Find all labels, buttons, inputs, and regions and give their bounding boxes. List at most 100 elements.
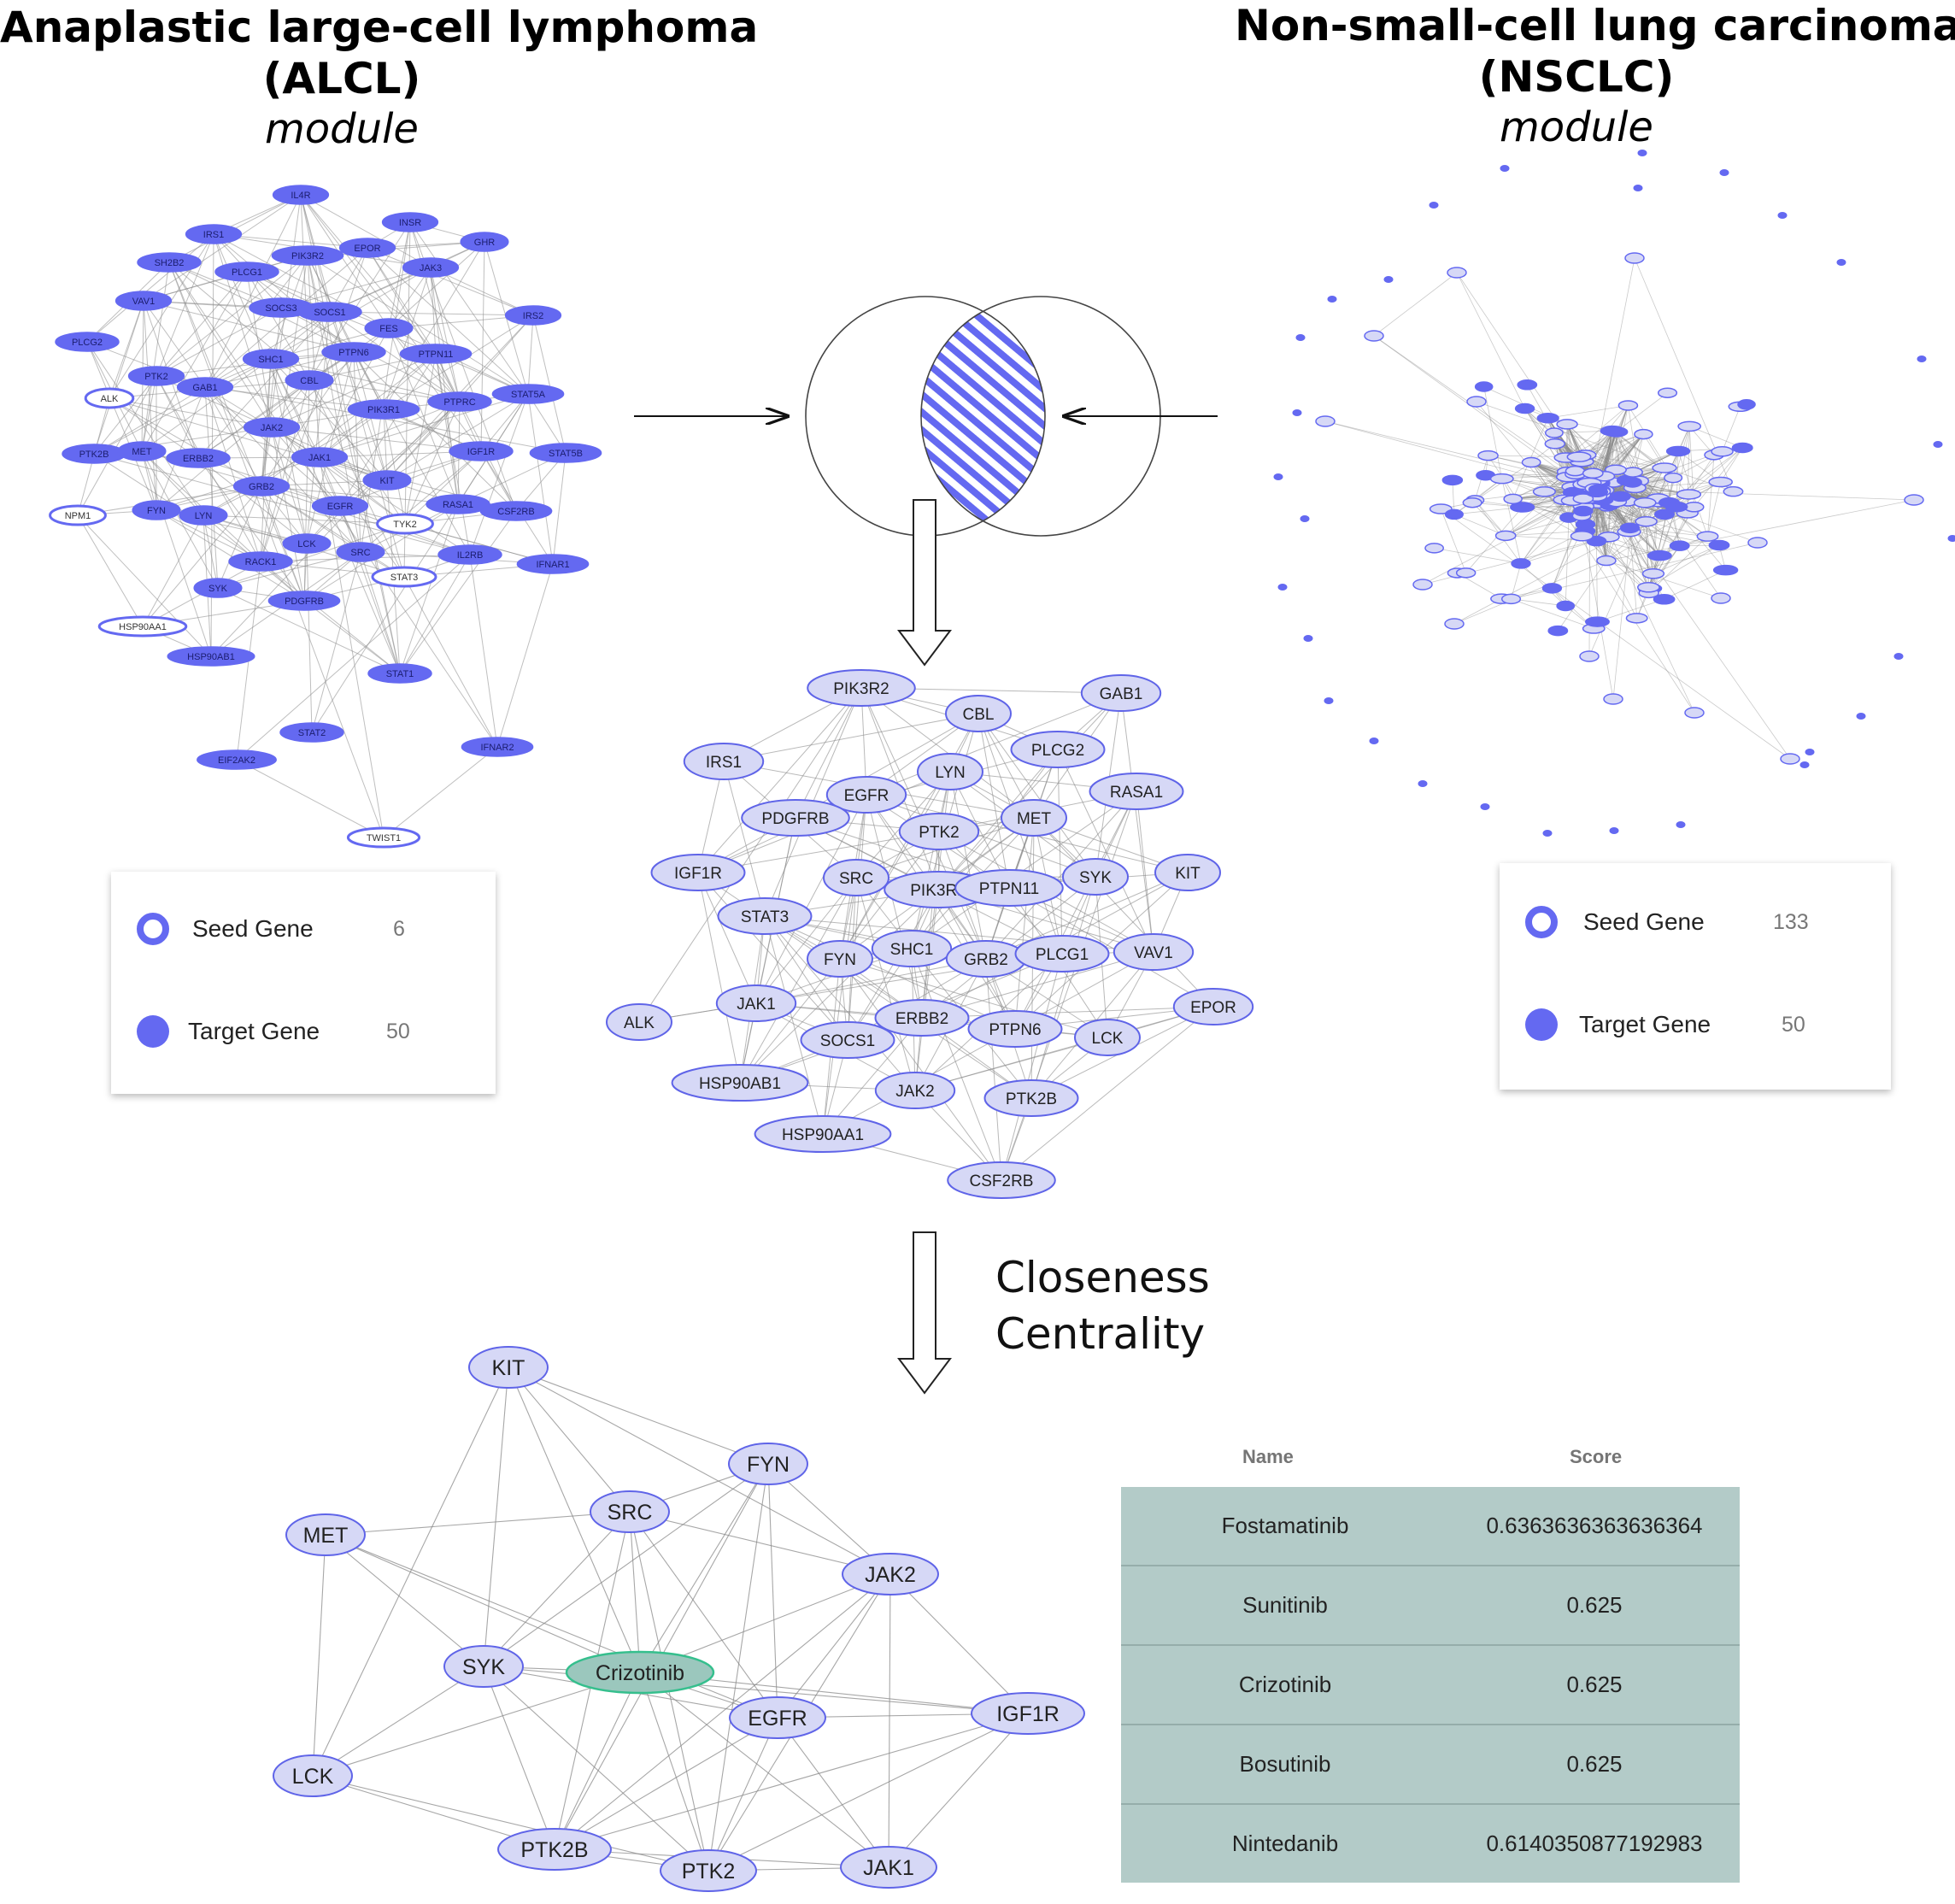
nsclc-node[interactable] — [1544, 438, 1565, 450]
nsclc-node[interactable] — [1477, 450, 1499, 461]
table-row[interactable]: Crizotinib 0.625 — [1121, 1646, 1740, 1725]
nsclc-isolated-node[interactable] — [1300, 515, 1310, 522]
alcl-node-jak3[interactable]: JAK3 — [402, 257, 460, 278]
nsclc-isolated-node[interactable] — [1324, 697, 1334, 704]
nsclc-node[interactable] — [1588, 484, 1608, 496]
nsclc-node[interactable] — [1556, 600, 1576, 612]
nsclc-node[interactable] — [1747, 537, 1768, 549]
nsclc-isolated-node[interactable] — [1947, 535, 1955, 542]
mid-node-src[interactable]: SRC — [823, 859, 889, 896]
nsclc-node[interactable] — [1610, 491, 1631, 502]
nsclc-node[interactable] — [1556, 419, 1578, 430]
nsclc-node[interactable] — [1521, 456, 1541, 468]
mid-node-ptk2b[interactable]: PTK2B — [983, 1079, 1079, 1117]
mid-node-rasa1[interactable]: RASA1 — [1089, 773, 1184, 810]
drug-net-node-src[interactable]: SRC — [590, 1490, 670, 1533]
drug-net-node-egfr[interactable]: EGFR — [729, 1696, 826, 1739]
alcl-node-kit[interactable]: KIT — [362, 470, 412, 491]
mid-node-lck[interactable]: LCK — [1074, 1019, 1141, 1056]
alcl-node-stat5b[interactable]: STAT5B — [529, 443, 602, 463]
nsclc-node[interactable] — [1657, 387, 1678, 398]
nsclc-node[interactable] — [1494, 530, 1517, 542]
nsclc-node[interactable] — [1570, 531, 1594, 542]
nsclc-node[interactable] — [1572, 493, 1594, 504]
nsclc-node[interactable] — [1547, 625, 1569, 637]
nsclc-isolated-node[interactable] — [1609, 827, 1619, 834]
nsclc-node[interactable] — [1603, 693, 1623, 705]
nsclc-node[interactable] — [1780, 753, 1800, 765]
alcl-node-jak1[interactable]: JAK1 — [291, 447, 349, 467]
mid-node-hsp90aa1[interactable]: HSP90AA1 — [754, 1115, 892, 1153]
alcl-node-shc1[interactable]: SHC1 — [242, 349, 300, 369]
alcl-node-plcg2[interactable]: PLCG2 — [55, 332, 120, 352]
alcl-node-twist1[interactable]: TWIST1 — [346, 826, 421, 849]
nsclc-node[interactable] — [1596, 555, 1617, 567]
nsclc-node[interactable] — [1625, 613, 1648, 624]
alcl-node-stat2[interactable]: STAT2 — [279, 722, 344, 743]
alcl-node-ptk2b[interactable]: PTK2B — [62, 444, 126, 464]
nsclc-node[interactable] — [1503, 493, 1523, 505]
mid-node-plcg2[interactable]: PLCG2 — [1010, 731, 1106, 768]
nsclc-isolated-node[interactable] — [1799, 761, 1810, 768]
drug-net-node-met[interactable]: MET — [285, 1513, 366, 1556]
nsclc-node[interactable] — [1447, 267, 1467, 279]
mid-node-fyn[interactable]: FYN — [807, 940, 873, 978]
nsclc-node[interactable] — [1711, 446, 1734, 457]
drug-node-crizotinib[interactable]: Crizotinib — [565, 1650, 715, 1695]
mid-node-jak2[interactable]: JAK2 — [874, 1072, 956, 1109]
nsclc-isolated-node[interactable] — [1500, 165, 1510, 172]
nsclc-node[interactable] — [1514, 403, 1535, 414]
nsclc-node[interactable] — [1565, 465, 1586, 477]
mid-node-socs1[interactable]: SOCS1 — [800, 1021, 895, 1059]
alcl-node-cbl[interactable]: CBL — [285, 370, 334, 391]
mid-node-met[interactable]: MET — [1001, 799, 1067, 837]
nsclc-node[interactable] — [1575, 519, 1596, 530]
alcl-node-hsp90ab1[interactable]: HSP90AB1 — [167, 646, 255, 667]
alcl-node-irs2[interactable]: IRS2 — [504, 305, 562, 326]
mid-node-grb2[interactable]: GRB2 — [945, 940, 1027, 978]
nsclc-node[interactable] — [1510, 502, 1535, 513]
drug-net-node-syk[interactable]: SYK — [443, 1645, 524, 1688]
nsclc-node[interactable] — [1711, 592, 1731, 604]
alcl-node-ptk2[interactable]: PTK2 — [127, 366, 185, 386]
mid-node-gab1[interactable]: GAB1 — [1080, 674, 1162, 712]
alcl-node-stat5a[interactable]: STAT5A — [491, 384, 565, 404]
alcl-node-stat1[interactable]: STAT1 — [367, 663, 432, 684]
mid-node-irs1[interactable]: IRS1 — [683, 743, 765, 780]
alcl-node-ptprc[interactable]: PTPRC — [427, 391, 492, 412]
mid-node-ptpn6[interactable]: PTPN6 — [967, 1010, 1063, 1048]
alcl-node-ptpn11[interactable]: PTPN11 — [399, 344, 473, 364]
mid-node-hsp90ab1[interactable]: HSP90AB1 — [671, 1064, 809, 1102]
nsclc-node[interactable] — [1573, 505, 1594, 517]
nsclc-isolated-node[interactable] — [1327, 296, 1337, 303]
alcl-node-lyn[interactable]: LYN — [179, 505, 228, 526]
alcl-node-gab1[interactable]: GAB1 — [176, 377, 234, 397]
nsclc-isolated-node[interactable] — [1429, 202, 1439, 209]
header-name[interactable]: Name — [1242, 1446, 1294, 1467]
nsclc-isolated-node[interactable] — [1633, 185, 1643, 191]
nsclc-isolated-node[interactable] — [1418, 780, 1428, 787]
table-row[interactable]: Sunitinib 0.625 — [1121, 1566, 1740, 1646]
nsclc-node[interactable] — [1635, 515, 1658, 527]
alcl-node-sh2b2[interactable]: SH2B2 — [137, 252, 202, 273]
nsclc-node[interactable] — [1737, 399, 1756, 410]
nsclc-node[interactable] — [1444, 508, 1464, 520]
alcl-node-csf2rb[interactable]: CSF2RB — [479, 501, 553, 521]
nsclc-node[interactable] — [1429, 503, 1453, 514]
nsclc-node[interactable] — [1664, 472, 1683, 484]
mid-node-erbb2[interactable]: ERBB2 — [874, 999, 970, 1037]
mid-node-igf1r[interactable]: IGF1R — [650, 854, 746, 891]
nsclc-isolated-node[interactable] — [1383, 276, 1394, 283]
nsclc-node[interactable] — [1462, 497, 1482, 508]
mid-node-alk[interactable]: ALK — [606, 1003, 672, 1041]
nsclc-node[interactable] — [1489, 473, 1514, 485]
nsclc-node[interactable] — [1582, 467, 1604, 479]
alcl-node-il2rb[interactable]: IL2RB — [437, 544, 502, 565]
nsclc-node[interactable] — [1566, 451, 1592, 462]
nsclc-node[interactable] — [1617, 400, 1639, 411]
alcl-node-ptpn6[interactable]: PTPN6 — [321, 342, 386, 362]
alcl-node-fes[interactable]: FES — [364, 318, 414, 338]
table-row[interactable]: Nintedanib 0.6140350877192983 — [1121, 1805, 1740, 1883]
mid-node-ptk2[interactable]: PTK2 — [898, 813, 980, 850]
nsclc-node[interactable] — [1500, 593, 1522, 605]
